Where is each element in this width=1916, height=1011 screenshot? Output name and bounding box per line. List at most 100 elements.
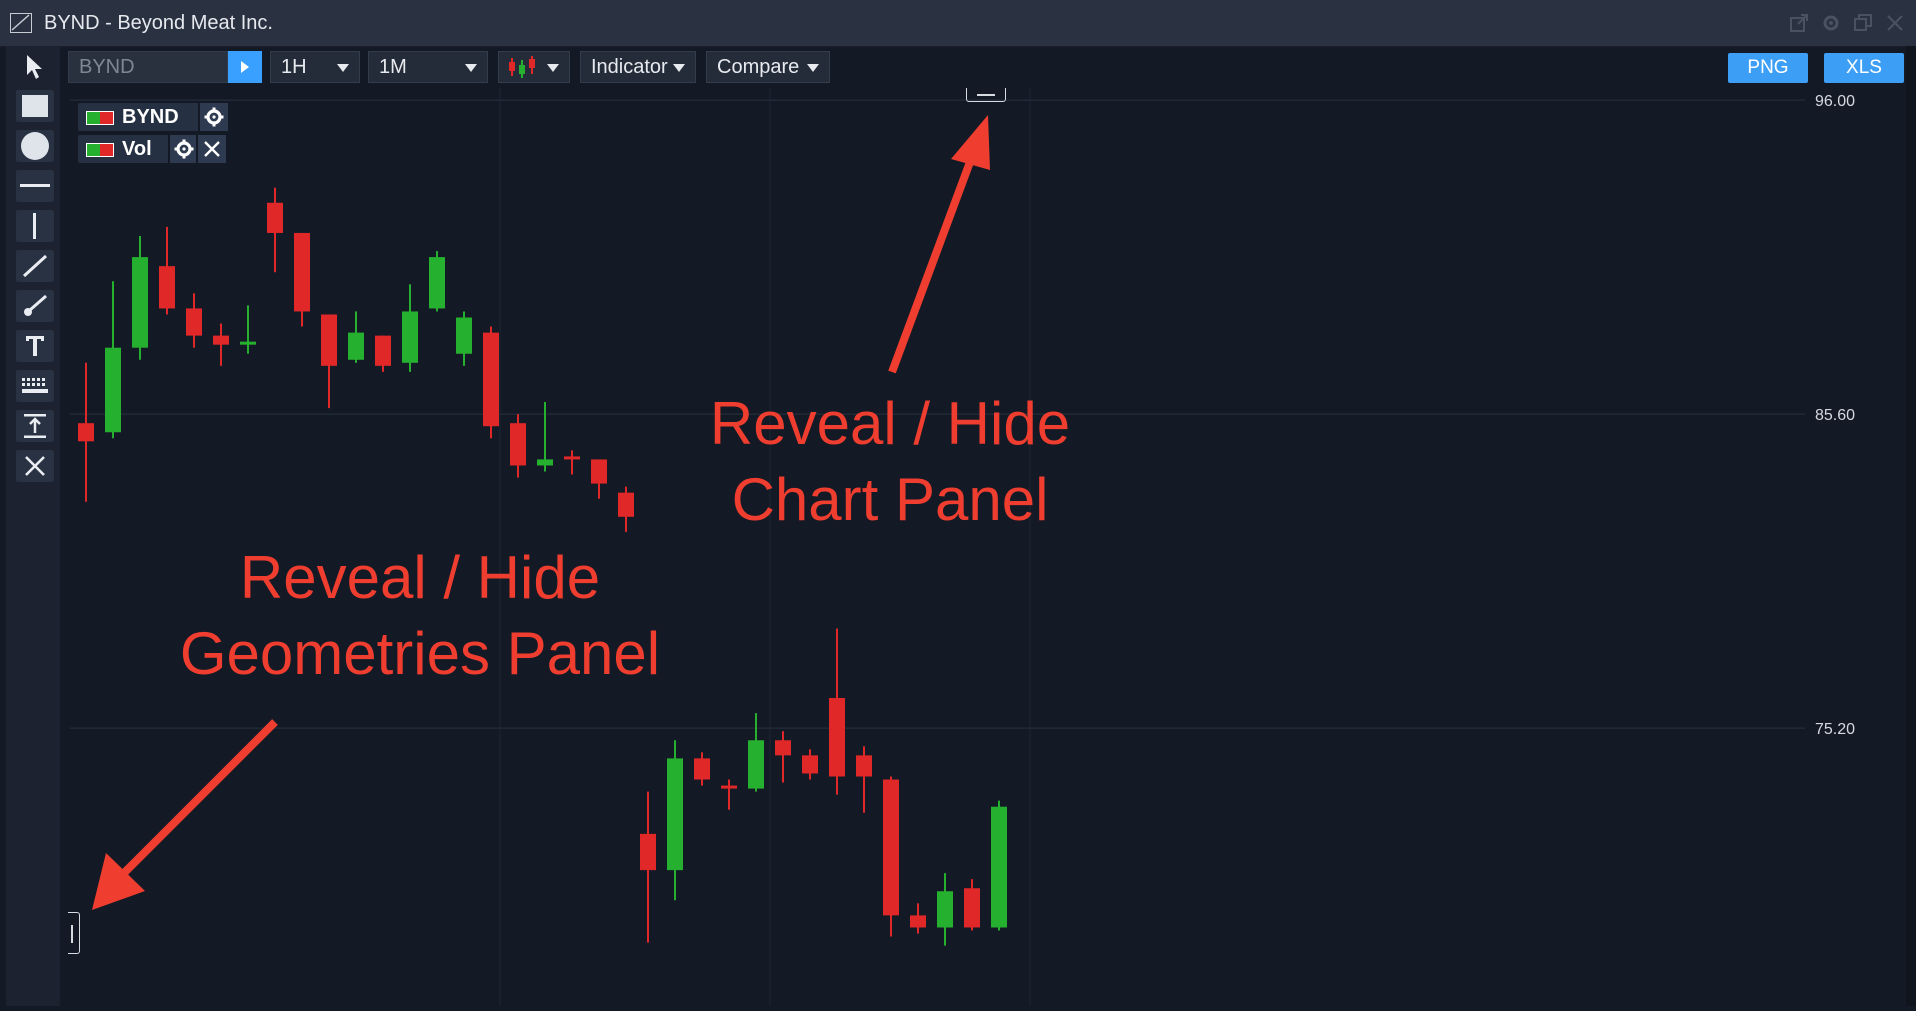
candle[interactable] bbox=[186, 293, 202, 348]
candle[interactable] bbox=[829, 628, 845, 795]
candle[interactable] bbox=[294, 232, 310, 327]
candle-body bbox=[910, 915, 926, 928]
candle[interactable] bbox=[856, 746, 872, 813]
candle[interactable] bbox=[640, 791, 656, 943]
candle[interactable] bbox=[564, 450, 580, 475]
vertical-range-icon[interactable] bbox=[16, 410, 54, 442]
candle[interactable] bbox=[267, 187, 283, 273]
candle[interactable] bbox=[78, 362, 94, 502]
gear-icon[interactable] bbox=[198, 103, 228, 131]
restore-icon[interactable] bbox=[1852, 13, 1874, 35]
candlestick-chart[interactable]: 96.00 85.60 75.20 bbox=[70, 88, 1910, 1006]
candle-body bbox=[294, 232, 310, 312]
candle[interactable] bbox=[429, 251, 445, 312]
chart-panel-toggle[interactable] bbox=[966, 88, 1006, 102]
chevron-down-icon bbox=[673, 64, 685, 72]
candle-body bbox=[321, 314, 337, 366]
chart-area[interactable]: 96.00 85.60 75.20 bbox=[70, 88, 1910, 1006]
popout-icon[interactable] bbox=[1788, 13, 1810, 35]
chart-type-dropdown[interactable] bbox=[498, 51, 570, 83]
chevron-down-icon bbox=[465, 64, 477, 72]
candle-body bbox=[564, 456, 580, 460]
candle-body bbox=[267, 202, 283, 233]
chevron-down-icon bbox=[807, 64, 819, 72]
candle[interactable] bbox=[991, 800, 1007, 931]
interval-dropdown[interactable]: 1H bbox=[270, 51, 360, 83]
keyboard-icon[interactable] bbox=[16, 370, 54, 402]
candle[interactable] bbox=[748, 713, 764, 792]
candle-body bbox=[456, 317, 472, 354]
interval-value: 1H bbox=[281, 56, 307, 78]
candle[interactable] bbox=[105, 281, 121, 439]
compare-label: Compare bbox=[717, 56, 800, 78]
arrow-to-chart-panel-toggle bbox=[888, 115, 990, 374]
candle[interactable] bbox=[721, 779, 737, 810]
candle[interactable] bbox=[510, 414, 526, 478]
annotation-chart-panel: Reveal / Hide Chart Panel bbox=[690, 386, 1090, 538]
candle[interactable] bbox=[591, 459, 607, 499]
candle[interactable] bbox=[375, 335, 391, 372]
candle[interactable] bbox=[402, 284, 418, 372]
text-icon[interactable] bbox=[16, 330, 54, 362]
close-icon[interactable] bbox=[196, 135, 226, 163]
candle[interactable] bbox=[775, 731, 791, 783]
candle-body bbox=[429, 257, 445, 309]
horizontal-line-icon[interactable] bbox=[16, 170, 54, 202]
candle[interactable] bbox=[348, 311, 364, 363]
candle[interactable] bbox=[883, 776, 899, 937]
candle[interactable] bbox=[483, 326, 499, 439]
candle[interactable] bbox=[537, 402, 553, 472]
play-icon bbox=[241, 61, 249, 73]
png-export-button[interactable]: PNG bbox=[1728, 53, 1808, 83]
candle[interactable] bbox=[321, 314, 337, 409]
candle-body bbox=[775, 740, 791, 756]
range-dropdown[interactable]: 1M bbox=[368, 51, 488, 83]
gear-icon[interactable] bbox=[1820, 13, 1842, 35]
y-tick-label: 75.20 bbox=[1815, 721, 1855, 738]
candle[interactable] bbox=[964, 879, 980, 931]
candle[interactable] bbox=[694, 752, 710, 786]
candle[interactable] bbox=[213, 323, 229, 366]
brush-icon[interactable] bbox=[16, 290, 54, 322]
candle-body bbox=[537, 459, 553, 466]
candle-body bbox=[105, 347, 121, 433]
candle[interactable] bbox=[667, 740, 683, 901]
legend-label: BYND bbox=[122, 106, 179, 128]
candle-body bbox=[375, 335, 391, 366]
compare-dropdown[interactable]: Compare bbox=[706, 51, 830, 83]
circle-icon[interactable] bbox=[16, 130, 54, 162]
candle[interactable] bbox=[618, 486, 634, 532]
geometries-panel-toggle[interactable] bbox=[68, 912, 80, 954]
legend-item-bynd[interactable]: BYND bbox=[78, 103, 228, 131]
candle[interactable] bbox=[240, 305, 256, 354]
candle[interactable] bbox=[802, 749, 818, 780]
minus-icon bbox=[977, 94, 995, 96]
candle[interactable] bbox=[132, 235, 148, 360]
series-color-swatch[interactable] bbox=[86, 111, 114, 125]
pointer-icon[interactable] bbox=[24, 54, 46, 85]
gear-icon[interactable] bbox=[168, 135, 198, 163]
candle-body bbox=[483, 332, 499, 427]
geometries-panel bbox=[6, 46, 60, 1006]
symbol-input[interactable]: BYND bbox=[68, 51, 228, 83]
candlestick-icon bbox=[507, 55, 537, 88]
y-tick-label: 96.00 bbox=[1815, 93, 1855, 110]
legend-item-vol[interactable]: Vol bbox=[78, 135, 226, 163]
indicator-dropdown[interactable]: Indicator bbox=[580, 51, 696, 83]
candle[interactable] bbox=[910, 903, 926, 934]
delete-icon[interactable] bbox=[16, 450, 54, 482]
xls-export-button[interactable]: XLS bbox=[1824, 53, 1904, 83]
series-color-swatch[interactable] bbox=[86, 143, 114, 157]
candle-body bbox=[883, 779, 899, 916]
candle[interactable] bbox=[456, 311, 472, 366]
window-title: BYND - Beyond Meat Inc. bbox=[44, 12, 273, 34]
rectangle-icon[interactable] bbox=[16, 90, 54, 122]
trend-line-icon[interactable] bbox=[16, 250, 54, 282]
candle[interactable] bbox=[937, 873, 953, 946]
candle[interactable] bbox=[159, 226, 175, 315]
candle-body bbox=[694, 758, 710, 780]
vertical-line-icon[interactable] bbox=[16, 210, 54, 242]
symbol-go-button[interactable] bbox=[228, 51, 262, 83]
close-icon[interactable] bbox=[1884, 13, 1906, 35]
